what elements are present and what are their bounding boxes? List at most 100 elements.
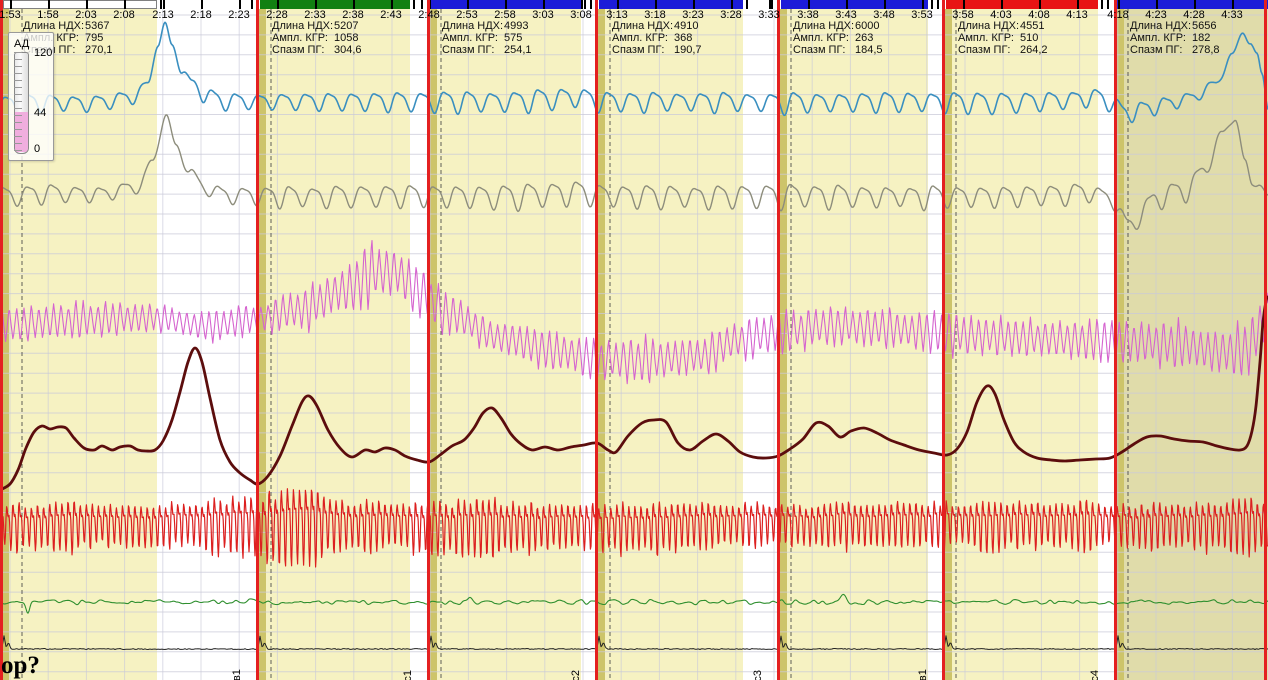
question-segment-region[interactable] xyxy=(1117,9,1268,680)
ruler-gap-tick xyxy=(1101,0,1103,9)
segment-marker-bar-neutral[interactable] xyxy=(3,0,157,9)
timeline-time-label: 4:33 xyxy=(1221,9,1243,21)
timeline-time-label: 2:38 xyxy=(342,9,364,21)
ruler-tick xyxy=(239,0,241,9)
marker-wave xyxy=(0,635,1268,650)
metric-value-1: 6000 xyxy=(855,20,880,32)
boundary-mark-label[interactable]: Вс1 xyxy=(402,670,414,680)
ruler-gap-tick xyxy=(251,0,253,9)
metric-label-1: Длина НДХ: xyxy=(442,20,504,32)
question-segment-region[interactable] xyxy=(598,9,743,680)
ruler-tick xyxy=(884,0,886,9)
bp-gauge-title: АД xyxy=(14,38,30,50)
ruler-tick xyxy=(769,0,771,9)
segment-boundary-line[interactable] xyxy=(942,0,945,680)
timeline-time-label: 2:43 xyxy=(380,9,402,21)
segment-marker-bar-blue[interactable] xyxy=(599,0,743,9)
metric-value-3: 270,1 xyxy=(85,44,113,56)
bp-gauge-scale-ticks xyxy=(14,52,22,154)
tremor-wave xyxy=(0,239,1268,385)
metric-label-2: Ампл. КГР: xyxy=(1130,32,1186,44)
segment-boundary-line[interactable] xyxy=(1114,0,1117,680)
question-segment-region[interactable] xyxy=(259,9,410,680)
segment-boundary-line[interactable] xyxy=(0,0,3,680)
metric-value-2: 368 xyxy=(674,32,693,44)
metric-value-2: 1058 xyxy=(334,32,359,44)
timeline-time-label: 3:03 xyxy=(532,9,554,21)
bp-gauge-panel[interactable]: АД 120 44 0 xyxy=(8,32,54,161)
timeline-time-label: 3:18 xyxy=(644,9,666,21)
metric-value-1: 5207 xyxy=(334,20,359,32)
timeline-time-label: 1:53 xyxy=(0,9,21,21)
timeline-time-label: 2:13 xyxy=(152,9,174,21)
boundary-mark-label[interactable]: Нв1 xyxy=(231,669,243,680)
metric-value-2: 575 xyxy=(504,32,523,44)
timeline-time-label: 3:33 xyxy=(758,9,780,21)
metric-value-1: 5367 xyxy=(85,20,110,32)
timeline-time-label: 3:43 xyxy=(835,9,857,21)
ruler-tick xyxy=(731,0,733,9)
metric-value-1: 5656 xyxy=(1192,20,1217,32)
ruler-tick xyxy=(1194,0,1196,9)
timeline-time-label: 2:53 xyxy=(456,9,478,21)
metric-label-1: Длина НДХ: xyxy=(1130,20,1192,32)
metric-value-3: 190,7 xyxy=(674,44,702,56)
segment-marker-bar-green[interactable] xyxy=(260,0,410,9)
chart-right-border-line xyxy=(1264,0,1267,680)
segment-marker-bar-blue[interactable] xyxy=(781,0,928,9)
metric-value-1: 4551 xyxy=(1020,20,1045,32)
metric-label-1: Длина НДХ: xyxy=(793,20,855,32)
segment-boundary-line[interactable] xyxy=(427,0,430,680)
ruler-gap-tick xyxy=(584,0,586,9)
metric-value-3: 184,5 xyxy=(855,44,883,56)
timeline-time-label: 2:18 xyxy=(190,9,212,21)
ruler-tick xyxy=(846,0,848,9)
ruler-gap-tick xyxy=(590,0,592,9)
timeline-time-label: 2:28 xyxy=(266,9,288,21)
boundary-mark-label[interactable]: Вс4 xyxy=(1089,670,1101,680)
ruler-tick xyxy=(693,0,695,9)
ruler-tick xyxy=(1232,0,1234,9)
segment-boundary-line[interactable] xyxy=(256,0,259,680)
metric-value-2: 263 xyxy=(855,32,874,44)
metric-value-3: 254,1 xyxy=(504,44,532,56)
boundary-mark-label[interactable]: Вс3 xyxy=(752,670,764,680)
metric-label-2: Ампл. КГР: xyxy=(272,32,328,44)
timeline-time-label: 3:28 xyxy=(720,9,742,21)
question-text: ор? xyxy=(1,652,40,679)
segment-start-strip xyxy=(3,9,9,680)
timeline-time-label: 4:08 xyxy=(1028,9,1050,21)
metric-label-1: Длина НДХ: xyxy=(23,20,85,32)
segment-marker-bar-red[interactable] xyxy=(946,0,1098,9)
ruler-gap-tick xyxy=(771,0,773,9)
ruler-tick xyxy=(86,0,88,9)
metric-label-3: Спазм ПГ: xyxy=(958,44,1011,56)
ruler-tick xyxy=(391,0,393,9)
ruler-tick xyxy=(505,0,507,9)
ruler-tick xyxy=(1156,0,1158,9)
ruler-tick xyxy=(277,0,279,9)
metric-value-2: 182 xyxy=(1192,32,1211,44)
timeline-time-label: 2:48 xyxy=(418,9,440,21)
ruler-tick xyxy=(48,0,50,9)
timeline-time-label: 3:23 xyxy=(682,9,704,21)
timeline-time-label: 3:38 xyxy=(797,9,819,21)
ruler-tick xyxy=(1118,0,1120,9)
timeline-time-label: 2:08 xyxy=(113,9,135,21)
ruler-tick xyxy=(467,0,469,9)
boundary-mark-label[interactable]: Пв1 xyxy=(917,669,929,680)
segment-boundary-line[interactable] xyxy=(595,0,598,680)
metric-value-1: 4993 xyxy=(504,20,529,32)
metric-label-2: Ампл. КГР: xyxy=(793,32,849,44)
ruler-tick xyxy=(1039,0,1041,9)
timeline-time-label: 3:13 xyxy=(606,9,628,21)
segment-boundary-line[interactable] xyxy=(777,0,780,680)
segment-marker-bar-blue[interactable] xyxy=(1117,0,1268,9)
segment-start-strip xyxy=(598,9,605,680)
timeline-time-label: 3:08 xyxy=(570,9,592,21)
boundary-mark-label[interactable]: Вс2 xyxy=(570,670,582,680)
metric-label-3: Спазм ПГ: xyxy=(793,44,846,56)
